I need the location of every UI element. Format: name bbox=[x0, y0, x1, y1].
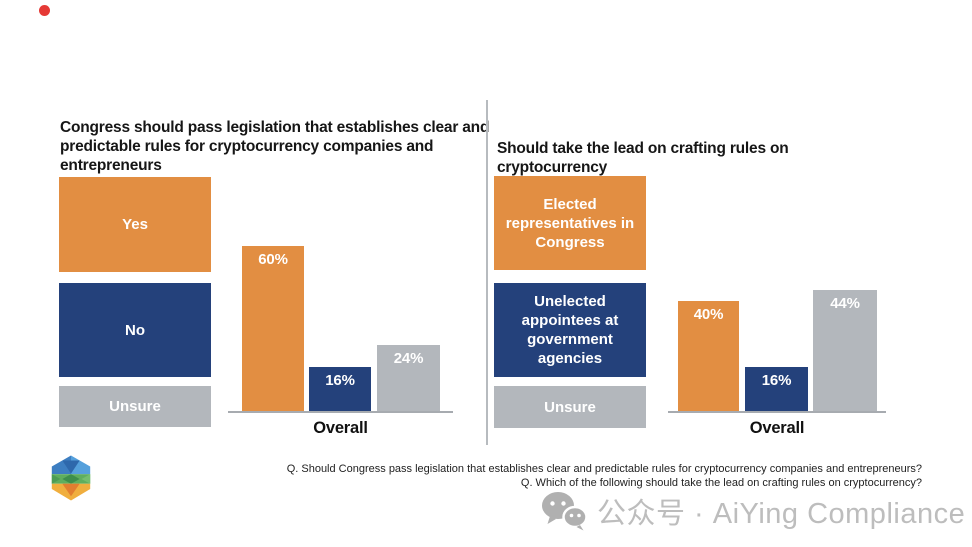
legend-item-unsure: Unsure bbox=[494, 386, 646, 428]
footnote: Q. Should Congress pass legislation that… bbox=[287, 463, 922, 490]
bar-no: 16% bbox=[309, 367, 371, 411]
x-axis-line bbox=[228, 411, 453, 413]
bar-unsure: 24% bbox=[377, 345, 440, 411]
wechat-icon bbox=[542, 492, 587, 531]
vertical-divider bbox=[486, 100, 488, 445]
legend-label: No bbox=[125, 321, 145, 339]
footnote-question-2: Q. Which of the following should take th… bbox=[520, 476, 922, 489]
bar-unsure: 44% bbox=[813, 290, 877, 411]
bar-value-label: 16% bbox=[761, 372, 792, 389]
watermark: 公众号 · AiYing Compliance bbox=[541, 490, 965, 532]
legend-label: Elected representatives in Congress bbox=[505, 195, 635, 251]
right-chart-title: Should take the lead on crafting rules o… bbox=[497, 139, 789, 176]
watermark-text: 公众号 · AiYing Compliance bbox=[597, 498, 966, 530]
legend-item-no: No bbox=[59, 283, 211, 377]
legend-item-elected: Elected representatives in Congress bbox=[494, 176, 646, 270]
legend-label: Unsure bbox=[109, 398, 161, 415]
legend-item-yes: Yes bbox=[59, 177, 211, 272]
bar-value-label: 24% bbox=[393, 350, 424, 367]
bar-value-label: 16% bbox=[325, 372, 355, 389]
legend-label: Unelected appointees at government agenc… bbox=[521, 293, 619, 367]
legend-item-unsure: Unsure bbox=[59, 386, 211, 427]
bar-value-label: 40% bbox=[693, 306, 724, 323]
x-axis-line bbox=[668, 411, 886, 413]
bar-elected: 40% bbox=[678, 301, 739, 411]
bar-value-label: 44% bbox=[830, 295, 860, 312]
left-chart-title: Congress should pass legislation that es… bbox=[60, 118, 490, 174]
legend-item-unelected: Unelected appointees at government agenc… bbox=[494, 283, 646, 377]
footnote-question-1: Q. Should Congress pass legislation that… bbox=[286, 463, 922, 475]
red-dot-icon bbox=[39, 5, 50, 16]
legend-label: Unsure bbox=[544, 398, 596, 416]
category-label: Overall bbox=[749, 419, 805, 437]
bar-value-label: 60% bbox=[258, 251, 288, 268]
cube-logo-icon bbox=[51, 455, 91, 501]
cube-logo bbox=[47, 454, 95, 502]
bar-yes: 60% bbox=[242, 246, 304, 411]
bar-unelected: 16% bbox=[745, 367, 808, 411]
legend-label: Yes bbox=[122, 216, 148, 233]
category-label: Overall bbox=[313, 419, 368, 437]
